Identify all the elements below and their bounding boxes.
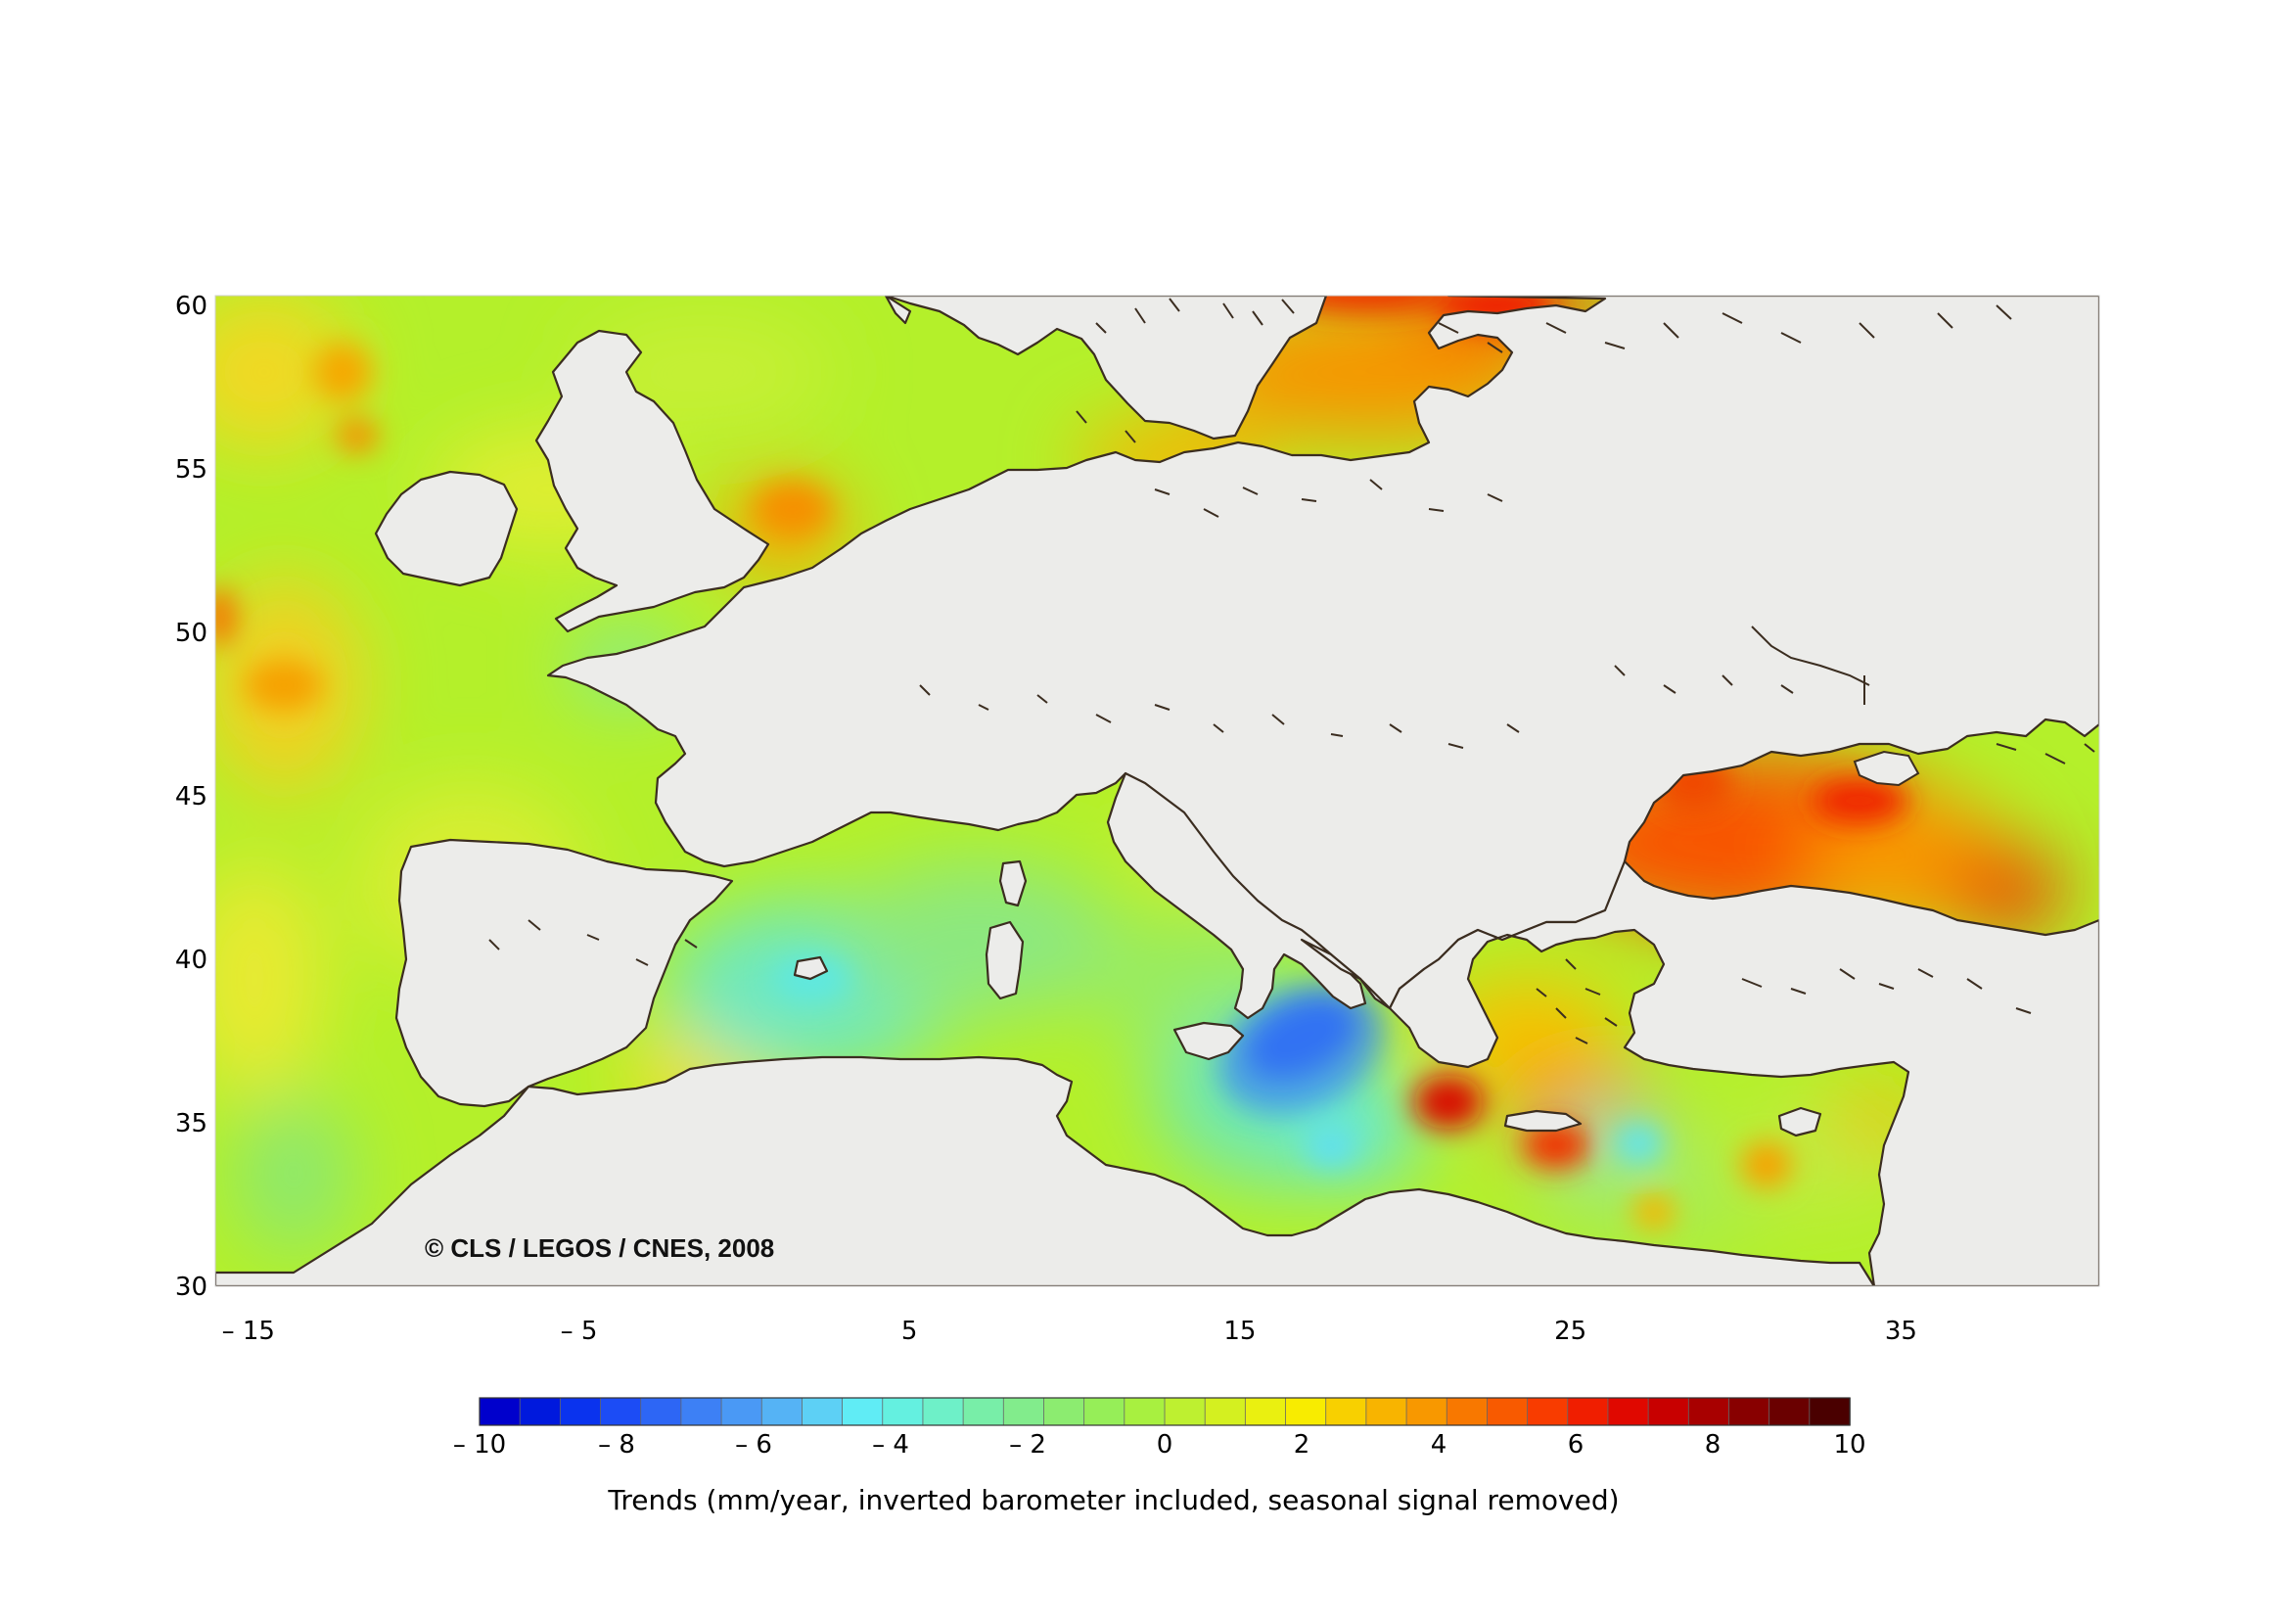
colorbar-swatch bbox=[882, 1397, 924, 1426]
y-tick-label: 60 bbox=[175, 292, 207, 321]
land-crimea bbox=[1853, 750, 1920, 787]
y-tick-label: 30 bbox=[175, 1273, 207, 1302]
colorbar-swatch bbox=[720, 1397, 763, 1426]
land-great-britain bbox=[534, 329, 770, 633]
colorbar-tick-label: – 6 bbox=[735, 1430, 772, 1460]
colorbar-swatch bbox=[1164, 1397, 1207, 1426]
land-balkans-turkey bbox=[1300, 859, 2099, 1286]
colorbar-tick-label: – 10 bbox=[453, 1430, 506, 1460]
land bbox=[215, 296, 2099, 1286]
coast-details bbox=[488, 298, 2095, 1044]
colorbar-swatch bbox=[1607, 1397, 1650, 1426]
colorbar-swatch bbox=[1768, 1397, 1811, 1426]
colorbar-tick-label: 10 bbox=[1833, 1430, 1865, 1460]
land-north-africa bbox=[215, 1055, 1876, 1286]
colorbar-swatch bbox=[1365, 1397, 1407, 1426]
colorbar-swatch bbox=[922, 1397, 965, 1426]
colorbar-swatch bbox=[1567, 1397, 1609, 1426]
land-ireland bbox=[374, 470, 519, 587]
colorbar-tick-label: – 4 bbox=[872, 1430, 909, 1460]
land-sicily bbox=[1172, 1021, 1245, 1061]
x-tick-label: 15 bbox=[1223, 1317, 1256, 1346]
colorbar-tick-label: – 8 bbox=[598, 1430, 635, 1460]
colorbar-swatch bbox=[962, 1397, 1005, 1426]
colorbar-swatch bbox=[1083, 1397, 1125, 1426]
map-panel: © CLS / LEGOS / CNES, 2008 bbox=[215, 296, 2099, 1286]
land-iberia bbox=[394, 838, 734, 1108]
colorbar-swatch bbox=[559, 1397, 602, 1426]
x-tick-label: – 15 bbox=[222, 1317, 275, 1346]
colorbar-swatch bbox=[1728, 1397, 1770, 1426]
colorbar-swatch bbox=[760, 1397, 804, 1426]
y-axis-ticks: 60 55 50 45 40 35 30 bbox=[175, 292, 207, 1302]
colorbar bbox=[479, 1397, 1851, 1426]
colorbar-swatch bbox=[519, 1397, 562, 1426]
colorbar-swatch bbox=[600, 1397, 642, 1426]
x-axis-ticks: – 15 – 5 5 15 25 35 bbox=[222, 1317, 1917, 1346]
y-tick-label: 55 bbox=[175, 455, 207, 485]
land-sardinia bbox=[985, 920, 1025, 1000]
x-tick-label: 5 bbox=[901, 1317, 918, 1346]
y-tick-label: 40 bbox=[175, 946, 207, 975]
colorbar-swatch bbox=[1527, 1397, 1569, 1426]
x-tick-label: 25 bbox=[1554, 1317, 1586, 1346]
colorbar-swatch bbox=[1687, 1397, 1730, 1426]
land-balearic bbox=[793, 955, 829, 981]
land-top-left-coast bbox=[884, 296, 912, 325]
colorbar-swatch bbox=[1124, 1397, 1166, 1426]
colorbar-tick-label: 2 bbox=[1294, 1430, 1310, 1460]
colorbar-swatch bbox=[802, 1397, 844, 1426]
land-scandinavia bbox=[884, 296, 1328, 441]
land-corsica bbox=[998, 859, 1028, 907]
y-tick-label: 45 bbox=[175, 782, 207, 812]
colorbar-swatch bbox=[1002, 1397, 1045, 1426]
colorbar-tick-label: 8 bbox=[1705, 1430, 1722, 1460]
y-tick-label: 35 bbox=[175, 1109, 207, 1138]
land-cyprus bbox=[1777, 1106, 1822, 1137]
colorbar-tick-label: 4 bbox=[1431, 1430, 1447, 1460]
x-tick-label: 35 bbox=[1885, 1317, 1917, 1346]
y-tick-label: 50 bbox=[175, 619, 207, 648]
colorbar-ticks: – 10 – 8 – 6 – 4 – 2 0 2 4 6 8 10 bbox=[453, 1430, 1866, 1460]
colorbar-swatch bbox=[1487, 1397, 1529, 1426]
colorbar-swatch bbox=[1043, 1397, 1085, 1426]
colorbar-swatch bbox=[1204, 1397, 1247, 1426]
colorbar-swatch bbox=[1285, 1397, 1327, 1426]
colorbar-swatch bbox=[640, 1397, 682, 1426]
land-crete bbox=[1503, 1109, 1583, 1133]
colorbar-tick-label: – 2 bbox=[1009, 1430, 1046, 1460]
land-italy bbox=[1106, 771, 1367, 1020]
colorbar-swatch bbox=[1809, 1397, 1851, 1426]
colorbar-swatch bbox=[1446, 1397, 1489, 1426]
colorbar-swatch bbox=[842, 1397, 884, 1426]
colorbar-swatch bbox=[680, 1397, 722, 1426]
colorbar-swatch bbox=[1647, 1397, 1690, 1426]
x-tick-label: – 5 bbox=[561, 1317, 598, 1346]
map-frame bbox=[214, 295, 2100, 1287]
colorbar-swatch bbox=[479, 1397, 522, 1426]
colorbar-tick-label: 6 bbox=[1568, 1430, 1584, 1460]
colorbar-tick-label: 0 bbox=[1157, 1430, 1173, 1460]
colorbar-frame bbox=[479, 1397, 1851, 1426]
colorbar-swatch bbox=[1244, 1397, 1287, 1426]
map-credit: © CLS / LEGOS / CNES, 2008 bbox=[425, 1233, 774, 1263]
colorbar-swatch bbox=[1325, 1397, 1367, 1426]
colorbar-swatch bbox=[1405, 1397, 1448, 1426]
colorbar-title: Trends (mm/year, inverted barometer incl… bbox=[607, 1484, 1619, 1516]
